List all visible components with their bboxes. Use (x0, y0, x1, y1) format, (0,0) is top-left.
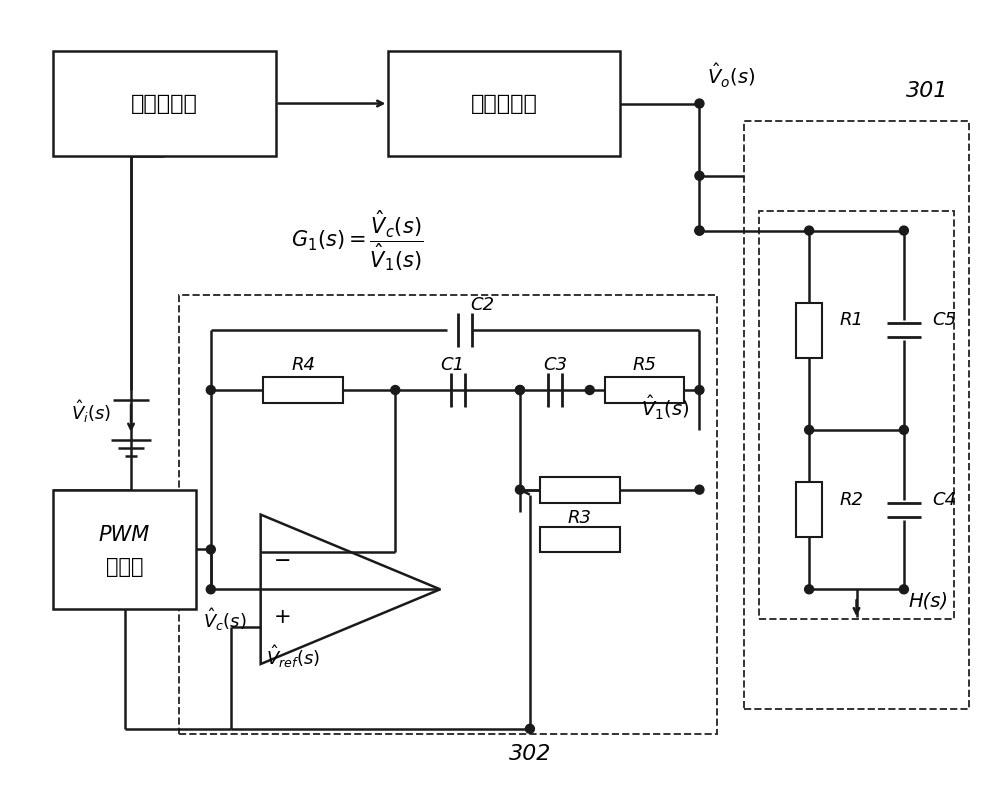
Text: C5: C5 (932, 311, 956, 329)
Text: 302: 302 (509, 744, 551, 764)
Text: $\hat{V}_1(s)$: $\hat{V}_1(s)$ (641, 394, 689, 422)
Bar (759, 210, 954, 619)
Bar (796, 482, 822, 537)
Circle shape (206, 385, 215, 395)
Text: +: + (274, 608, 291, 627)
Circle shape (695, 171, 704, 180)
Circle shape (515, 385, 524, 395)
Circle shape (899, 585, 908, 594)
Text: 高频转换器: 高频转换器 (131, 94, 198, 113)
Text: C4: C4 (932, 491, 956, 508)
Circle shape (391, 385, 400, 395)
Text: $\hat{V}_o(s)$: $\hat{V}_o(s)$ (707, 61, 756, 90)
Circle shape (695, 226, 704, 235)
Circle shape (206, 545, 215, 554)
Circle shape (585, 385, 594, 395)
Text: R3: R3 (568, 508, 592, 526)
Bar (53, 51, 276, 156)
Bar (388, 51, 620, 156)
Bar (744, 121, 969, 709)
Text: R5: R5 (633, 356, 657, 374)
Text: $G_1(s) = \dfrac{\hat{V}_c(s)}{\hat{V}_1(s)}$: $G_1(s) = \dfrac{\hat{V}_c(s)}{\hat{V}_1… (291, 208, 423, 273)
Text: $\hat{V}_c(s)$: $\hat{V}_c(s)$ (203, 606, 247, 633)
Circle shape (805, 585, 814, 594)
Circle shape (695, 99, 704, 108)
Circle shape (695, 485, 704, 494)
Bar (540, 526, 620, 552)
Text: H(s): H(s) (909, 592, 949, 611)
Text: R4: R4 (291, 356, 315, 374)
Circle shape (899, 226, 908, 235)
Text: −: − (274, 552, 291, 571)
Bar (263, 377, 343, 403)
Text: C3: C3 (543, 356, 567, 374)
Circle shape (695, 385, 704, 395)
Circle shape (899, 426, 908, 434)
Circle shape (525, 724, 534, 734)
Text: 301: 301 (906, 81, 949, 101)
Text: C2: C2 (470, 296, 494, 314)
Bar (796, 303, 822, 358)
Circle shape (206, 585, 215, 594)
Text: $\hat{V}_{ref}(s)$: $\hat{V}_{ref}(s)$ (266, 643, 320, 670)
Circle shape (515, 385, 524, 395)
Bar (53, 489, 196, 609)
Text: C1: C1 (441, 356, 465, 374)
Text: 调制器: 调制器 (106, 557, 143, 578)
Text: $\hat{V}_i(s)$: $\hat{V}_i(s)$ (71, 399, 111, 426)
Text: PWM: PWM (99, 525, 150, 545)
Circle shape (805, 426, 814, 434)
Circle shape (695, 226, 704, 235)
Bar (179, 296, 717, 734)
Text: R1: R1 (839, 311, 863, 329)
Bar (605, 377, 684, 403)
Circle shape (515, 485, 524, 494)
Bar (540, 477, 620, 503)
Text: R2: R2 (839, 491, 863, 508)
Circle shape (805, 226, 814, 235)
Text: 输出滤波器: 输出滤波器 (471, 94, 537, 113)
